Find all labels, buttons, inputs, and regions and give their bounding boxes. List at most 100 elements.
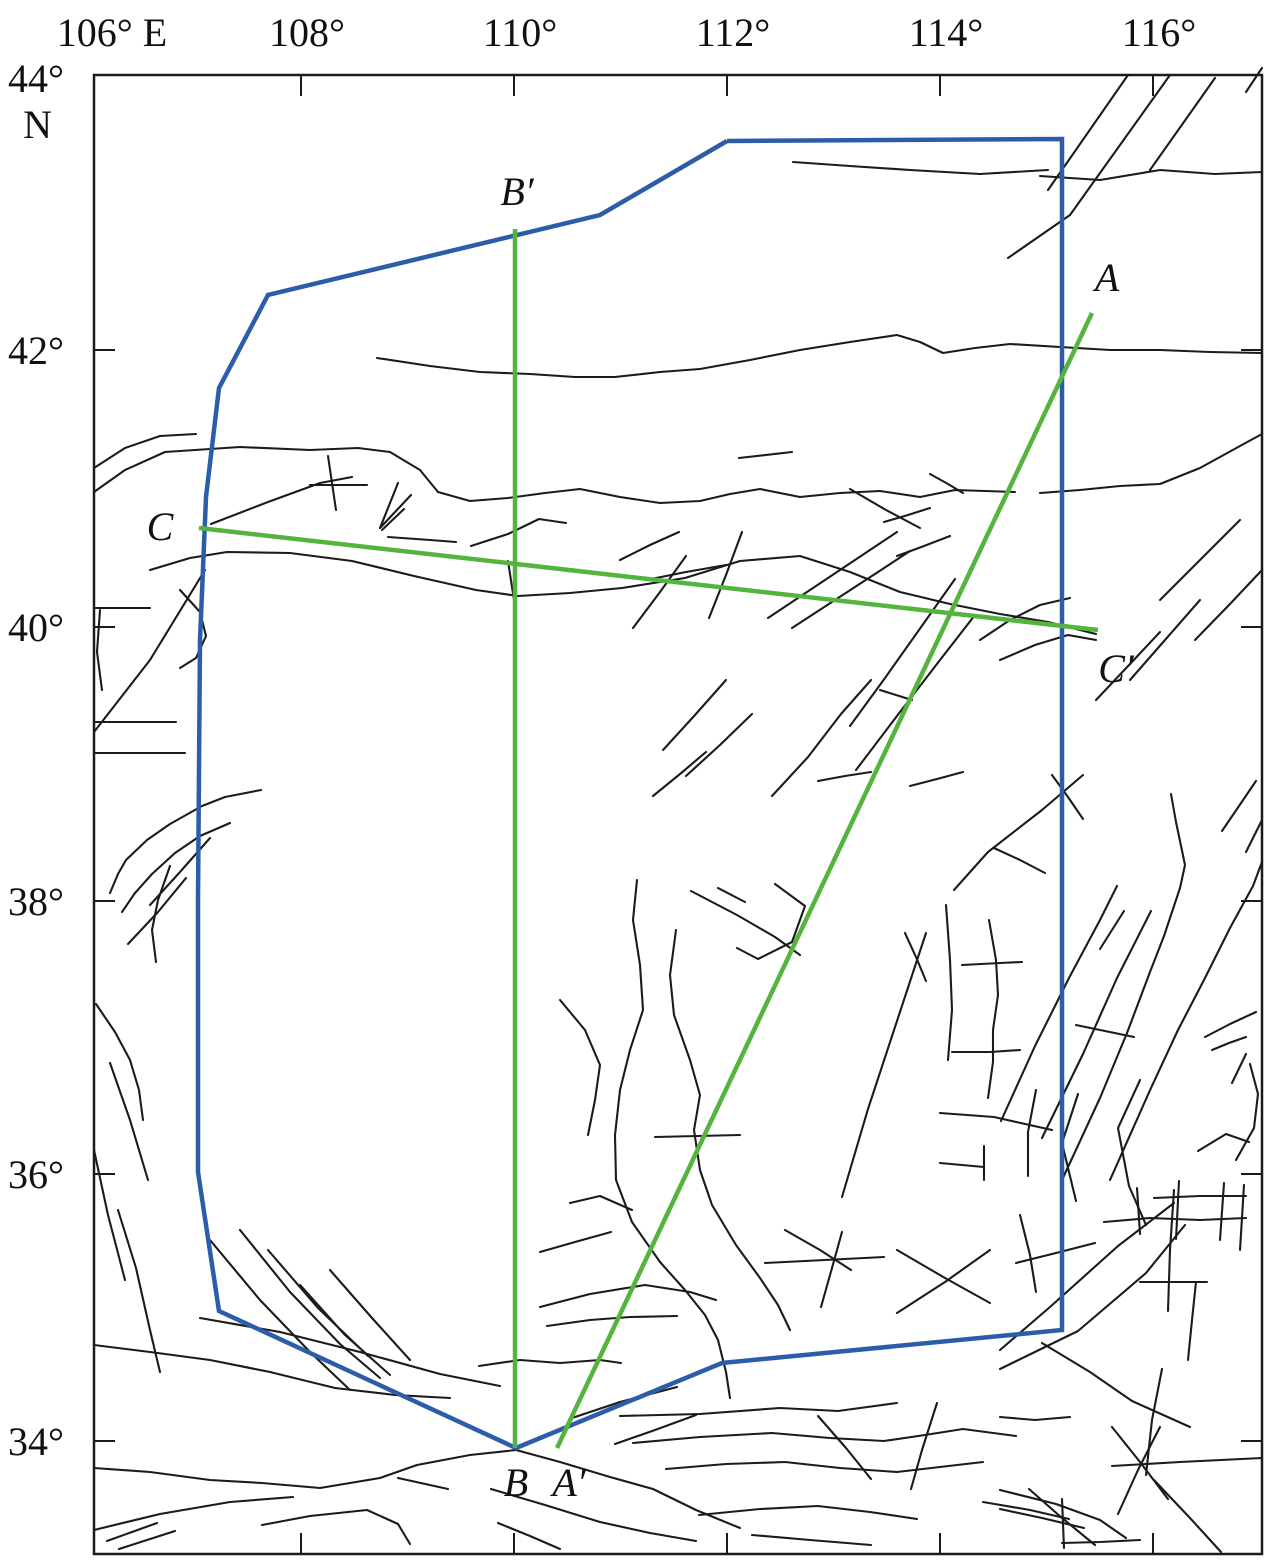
- fault-line: [848, 487, 922, 530]
- fault-line: [1210, 1035, 1248, 1052]
- profile-line-A: [554, 312, 1095, 1449]
- fault-line: [651, 750, 708, 798]
- left-axis-label: 38°: [8, 879, 64, 924]
- fault-line: [95, 608, 104, 692]
- fault-line: [895, 1248, 992, 1305]
- fault-line: [1148, 76, 1217, 172]
- fault-line: [1018, 1213, 1038, 1294]
- fault-line: [689, 889, 802, 957]
- fault-line: [998, 1507, 1086, 1530]
- fault-line: [1098, 909, 1126, 951]
- fault-line: [938, 1161, 986, 1169]
- fault-line: [737, 450, 794, 460]
- fault-line: [1244, 818, 1264, 854]
- fault-line: [116, 1208, 162, 1374]
- left-axis-label: 44°: [8, 56, 64, 101]
- profile-label-A-end: A: [1092, 255, 1120, 300]
- fault-line: [981, 1500, 1071, 1521]
- top-axis-label: 110°: [483, 10, 558, 55]
- fault-line: [998, 1488, 1128, 1540]
- fault-line: [816, 1414, 873, 1481]
- fault-line: [1110, 1425, 1170, 1501]
- profile-label-C-start: C: [147, 504, 175, 549]
- fault-line: [260, 1508, 412, 1546]
- fault-line: [120, 821, 232, 914]
- fault-line: [1060, 1538, 1142, 1545]
- fault-line: [1026, 1088, 1038, 1178]
- fault-line: [570, 1385, 679, 1420]
- fault-line: [653, 1133, 742, 1139]
- fault-line: [1060, 792, 1187, 1182]
- fault-line: [895, 534, 952, 558]
- fault-line: [631, 1427, 1018, 1445]
- fault-line: [380, 507, 406, 532]
- fault-line: [707, 530, 744, 620]
- fault-line: [998, 633, 1098, 662]
- left-axis-label: 40°: [8, 605, 64, 650]
- fault-line: [998, 1201, 1176, 1352]
- fault-line: [386, 535, 458, 544]
- fault-line: [208, 1238, 352, 1392]
- fault-line: [735, 882, 807, 961]
- fault-line: [1218, 1181, 1226, 1242]
- fault-line: [328, 1268, 412, 1362]
- fault-line: [238, 1228, 382, 1380]
- fault-line: [469, 517, 568, 548]
- fault-line: [1193, 568, 1264, 642]
- fault-line: [613, 1413, 698, 1446]
- fault-line: [378, 493, 413, 530]
- fault-line: [1102, 1216, 1248, 1224]
- fault-line: [716, 886, 747, 904]
- fault-line: [126, 876, 188, 946]
- fault-line: [92, 1495, 295, 1532]
- fault-line: [960, 960, 1024, 967]
- fault-line: [697, 1504, 919, 1521]
- profile-label-C-end: C′: [1098, 646, 1135, 691]
- fault-line: [538, 1283, 718, 1309]
- fault-line: [1074, 1023, 1136, 1039]
- fault-line: [298, 1283, 392, 1377]
- fault-line: [108, 788, 263, 895]
- fault-line: [92, 445, 1017, 505]
- fault-line: [1050, 773, 1085, 821]
- fault-line: [1128, 598, 1202, 682]
- fault-line: [790, 549, 912, 630]
- fault-line: [396, 1476, 450, 1491]
- fault-lines-layer: [92, 66, 1264, 1554]
- top-axis-label: 112°: [696, 10, 771, 55]
- fault-line: [903, 931, 928, 983]
- fault-line: [613, 878, 732, 1400]
- fault-line: [895, 1248, 992, 1315]
- fault-line: [908, 770, 965, 788]
- fault-line: [750, 1533, 873, 1547]
- fault-line: [92, 432, 198, 470]
- fault-line: [1244, 66, 1264, 94]
- top-axis-label: 108°: [269, 10, 345, 55]
- fault-line: [1174, 1179, 1181, 1241]
- fault-line: [1230, 1052, 1248, 1085]
- fault-line: [819, 1230, 844, 1309]
- fault-line: [1060, 1497, 1066, 1550]
- fault-line: [489, 1487, 698, 1543]
- fault-line: [1094, 630, 1162, 702]
- profile-line-C: [198, 525, 1099, 633]
- fault-line: [944, 903, 954, 1062]
- fault-line: [1166, 1188, 1176, 1313]
- profile-label-B-end: B′: [500, 169, 534, 214]
- top-axis-label: 106° E: [57, 10, 167, 55]
- fault-line: [558, 998, 602, 1137]
- fault-line: [854, 613, 977, 772]
- fault-line: [108, 1061, 150, 1182]
- fault-line: [882, 506, 932, 524]
- fault-line: [770, 678, 873, 798]
- fault-line: [92, 1448, 742, 1530]
- left-axis-label: 42°: [8, 328, 64, 373]
- fault-line: [950, 1048, 1022, 1054]
- fault-line: [94, 1002, 145, 1122]
- fault-line: [326, 454, 338, 512]
- fault-line: [92, 1148, 127, 1282]
- fault-line: [375, 333, 1264, 379]
